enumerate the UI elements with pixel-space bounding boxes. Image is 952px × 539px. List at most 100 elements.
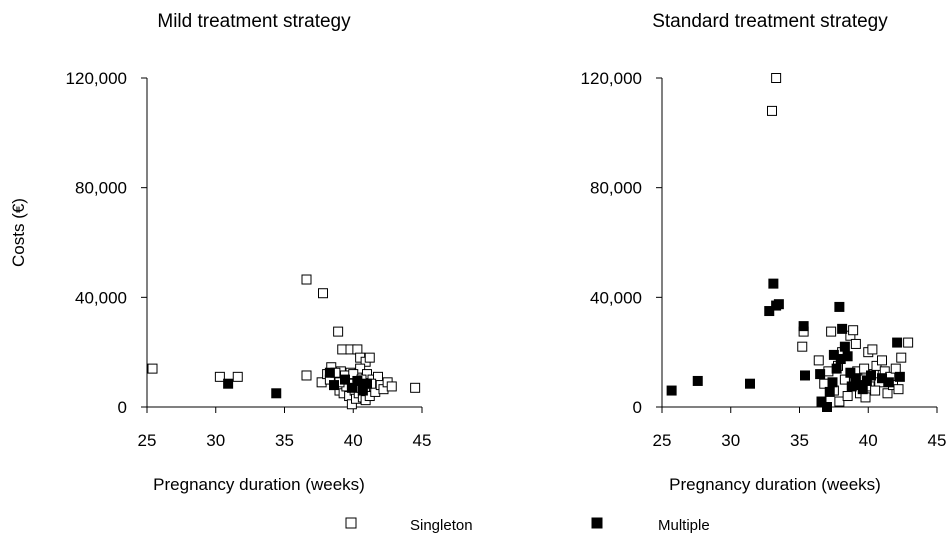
y-tick-label: 80,000 xyxy=(75,179,127,198)
y-tick-label: 120,000 xyxy=(581,69,642,88)
singleton-point xyxy=(877,355,887,366)
legend: Singleton Multiple xyxy=(345,517,710,534)
multiple-point xyxy=(666,385,677,396)
x-tick-label: 45 xyxy=(413,431,432,450)
multiple-point xyxy=(816,396,827,407)
multiple-point xyxy=(824,386,835,397)
singleton-point xyxy=(364,352,375,363)
y-tick-label: 40,000 xyxy=(590,288,642,307)
multiple-point xyxy=(800,370,810,381)
multiple-point xyxy=(834,301,845,312)
x-tick-label: 40 xyxy=(859,431,878,450)
x-tick-label: 40 xyxy=(344,431,363,450)
singleton-point xyxy=(410,382,421,393)
singleton-point xyxy=(362,369,372,380)
singleton-point xyxy=(355,363,366,374)
chart-title: Standard treatment strategy xyxy=(652,11,888,32)
legend-singleton-marker xyxy=(345,517,357,529)
multiple-point xyxy=(352,375,363,386)
singleton-point xyxy=(316,377,327,388)
multiple-point xyxy=(827,377,838,388)
singleton-point xyxy=(333,326,344,337)
multiple-point xyxy=(340,374,350,385)
x-axis-label: Pregnancy duration (weeks) xyxy=(669,475,881,494)
singleton-point xyxy=(147,363,158,374)
singleton-point xyxy=(337,344,348,355)
singleton-point xyxy=(896,352,907,363)
multiple-point xyxy=(839,341,850,352)
y-tick-label: 0 xyxy=(633,398,642,417)
singleton-point xyxy=(301,274,312,285)
multiple-point xyxy=(798,321,809,332)
multiple-point xyxy=(845,367,856,378)
multiple-point xyxy=(831,363,842,374)
singleton-point xyxy=(301,370,312,381)
singleton-point xyxy=(839,374,850,385)
legend-multiple-label: Multiple xyxy=(658,517,710,534)
singleton-point xyxy=(813,355,824,366)
y-tick-label: 80,000 xyxy=(590,179,642,198)
y-tick-label: 120,000 xyxy=(66,69,127,88)
legend-multiple-marker xyxy=(591,517,603,529)
panel-mild-treatment: Mild treatment strategy 0 40,000 80,000 120,… xyxy=(9,11,431,494)
multiple-point xyxy=(866,370,876,381)
singleton-point xyxy=(882,388,893,399)
singleton-point xyxy=(797,341,808,352)
singleton-point xyxy=(352,344,363,355)
singleton-point xyxy=(826,326,837,337)
singleton-point xyxy=(890,363,901,374)
y-tick-label: 0 xyxy=(118,398,127,417)
multiple-point xyxy=(815,369,826,380)
singleton-point xyxy=(850,338,861,349)
multiple-point xyxy=(362,378,372,389)
y-axis-label: Costs (€) xyxy=(9,198,28,267)
chart-title: Mild treatment strategy xyxy=(157,11,351,32)
multiple-point xyxy=(822,402,832,412)
multiple-point xyxy=(892,337,903,348)
singleton-point xyxy=(867,344,878,355)
singleton-point xyxy=(819,378,830,389)
multiple-point xyxy=(329,380,339,391)
x-tick-label: 25 xyxy=(653,431,672,450)
singleton-point xyxy=(771,73,782,83)
singleton-point xyxy=(214,371,225,382)
multiple-point xyxy=(223,378,234,389)
singleton-point xyxy=(893,384,904,395)
singleton-point xyxy=(848,325,859,336)
multiple-point xyxy=(346,382,357,393)
multiple-point xyxy=(764,306,775,317)
singleton-point xyxy=(767,105,777,116)
multiple-point xyxy=(745,378,755,389)
x-tick-label: 30 xyxy=(721,431,740,450)
singleton-point xyxy=(903,337,914,348)
multiple-point xyxy=(883,377,894,388)
y-tick-label: 40,000 xyxy=(75,288,127,307)
x-tick-label: 25 xyxy=(138,431,157,450)
singleton-point xyxy=(823,366,834,377)
multiple-point xyxy=(773,299,784,310)
multiple-point xyxy=(271,388,282,399)
x-tick-label: 35 xyxy=(790,431,809,450)
multiple-point xyxy=(768,278,779,289)
legend-singleton-label: Singleton xyxy=(410,517,473,534)
panel-standard-treatment: Standard treatment strategy 0 40,000 80,000… xyxy=(581,11,947,494)
multiple-point xyxy=(324,367,335,378)
multiple-point xyxy=(837,323,848,334)
singleton-point xyxy=(859,363,870,374)
x-tick-label: 30 xyxy=(206,431,225,450)
x-axis-label: Pregnancy duration (weeks) xyxy=(153,475,365,494)
x-tick-label: 45 xyxy=(928,431,947,450)
singleton-point xyxy=(871,360,882,371)
singleton-point xyxy=(870,385,881,396)
singleton-point xyxy=(860,392,871,403)
singleton-point xyxy=(318,288,328,299)
singleton-point xyxy=(842,391,853,402)
singleton-point xyxy=(834,396,845,407)
x-tick-label: 35 xyxy=(275,431,294,450)
multiple-point xyxy=(857,384,868,395)
multiple-point xyxy=(692,375,703,386)
singleton-point xyxy=(232,371,243,382)
multiple-point xyxy=(842,351,853,362)
singleton-point xyxy=(386,381,397,392)
